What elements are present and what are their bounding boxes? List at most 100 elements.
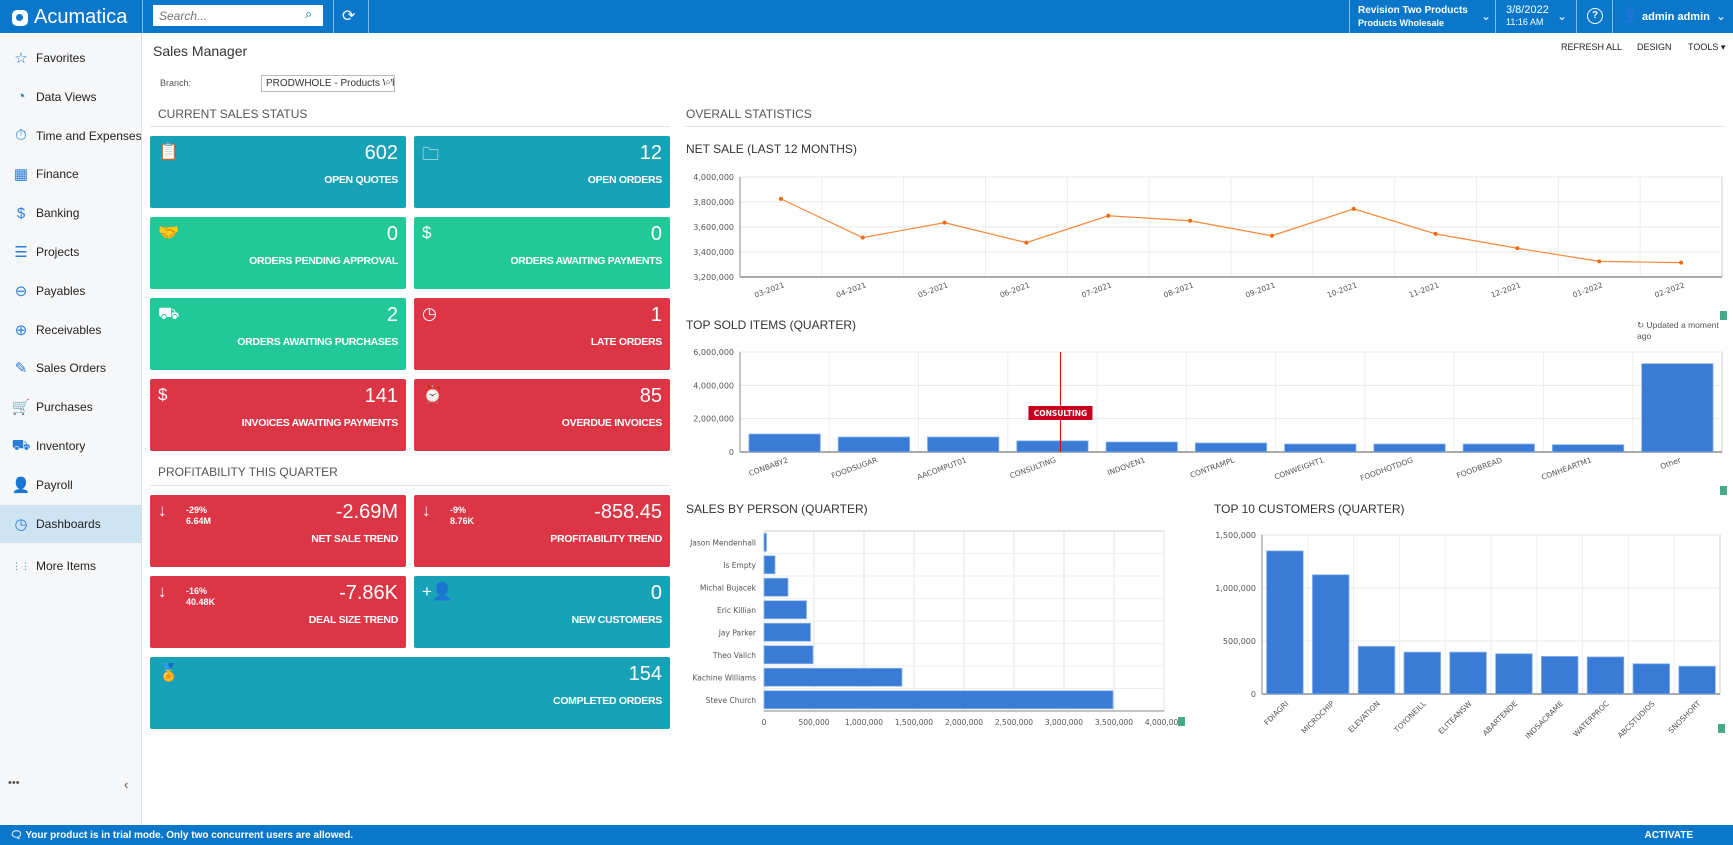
refresh-status[interactable]: ↻ Updated a moment ago	[1637, 320, 1733, 341]
tile-orders-awaiting-payments[interactable]: $0 ORDERS AWAITING PAYMENTS	[414, 217, 670, 289]
tools-menu-button[interactable]: TOOLS ▾	[1688, 42, 1726, 52]
y-tick-label: 3,600,000	[693, 223, 734, 232]
sidebar-item-inventory[interactable]: ⛟ Inventory	[0, 427, 142, 465]
tile-icon: 📋	[158, 142, 180, 161]
app-logo[interactable]: Acumatica	[12, 6, 127, 29]
tile-value: -2.69M	[335, 501, 398, 523]
arrow-down-icon: ↓	[158, 501, 167, 520]
sidebar-item-dashboards[interactable]: ◷ Dashboards	[0, 504, 142, 543]
tile-orders-awaiting-purchases[interactable]: ⛟ 2 ORDERS AWAITING PURCHASES	[150, 298, 406, 370]
chevron-down-icon[interactable]: ⌄	[1557, 9, 1568, 23]
sidebar-item-payroll[interactable]: 👤 Payroll	[0, 466, 142, 504]
sidebar-item-label: Time and Expenses	[36, 128, 142, 143]
x-tick-label: 2,500,000	[995, 718, 1033, 727]
tooltip	[1028, 406, 1093, 420]
x-tick-label: 1,000,000	[845, 718, 883, 727]
tile-icon: 🗀	[422, 145, 439, 164]
x-tick-label: 3,000,000	[1045, 718, 1083, 727]
divider	[333, 0, 334, 33]
x-tick-label: 12-2021	[1490, 280, 1523, 299]
tile-profitability-trend[interactable]: ↓ -9% 8.76K -858.45 PROFITABILITY TREND	[414, 495, 670, 567]
x-tick-label: SNOSHORT	[1667, 699, 1703, 735]
bar	[748, 433, 821, 453]
chevron-down-icon[interactable]: ⌄	[1481, 9, 1492, 23]
tile-deal-size-trend[interactable]: ↓ -16% 40.48K -7.86K DEAL SIZE TREND	[150, 576, 406, 648]
branch-selector[interactable]: PRODWHOLE - Products Wh ⌕	[261, 75, 395, 92]
tile-net-sale-trend[interactable]: ↓ -29% 6.64M -2.69M NET SALE TREND	[150, 495, 406, 567]
data-point	[1024, 240, 1029, 245]
data-point	[1106, 213, 1111, 218]
app-name: Acumatica	[34, 6, 128, 28]
sidebar-item-time-and-expenses[interactable]: ⏱ Time and Expenses	[0, 117, 142, 155]
trend-percent: -9%	[450, 505, 467, 515]
tile-overdue-invoices[interactable]: ⏰ 85 OVERDUE INVOICES	[414, 379, 670, 451]
tile-completed-orders[interactable]: 🏅 154 COMPLETED ORDERS	[150, 657, 670, 729]
sidebar-item-finance[interactable]: ▦ Finance	[0, 155, 142, 193]
help-icon[interactable]: ?	[1587, 8, 1603, 24]
tile-late-orders[interactable]: ◷ 1 LATE ORDERS	[414, 298, 670, 370]
x-tick-label: 500,000	[798, 718, 829, 727]
sidebar-item-label: Inventory	[36, 439, 86, 453]
tile-invoices-awaiting-payments[interactable]: $141 INVOICES AWAITING PAYMENTS	[150, 379, 406, 451]
chart-title: TOP SOLD ITEMS (QUARTER)	[686, 318, 857, 332]
bar	[1449, 651, 1487, 695]
data-point	[778, 196, 783, 201]
sidebar-item-label: Purchases	[36, 400, 93, 415]
search-icon[interactable]: ⌕	[385, 77, 391, 88]
user-menu[interactable]: admin admin	[1642, 11, 1710, 23]
search-input[interactable]	[153, 5, 323, 26]
y-tick-label: 3,400,000	[693, 248, 734, 257]
y-tick-label: Jay Parker	[718, 628, 757, 637]
tile-new-customers[interactable]: +👤 0 NEW CUSTOMERS	[414, 576, 670, 648]
more-options-icon[interactable]: •••	[8, 777, 20, 789]
divider	[142, 0, 143, 33]
x-tick-label: CONHEARTM1	[1540, 455, 1593, 482]
finance-icon: ▦	[13, 166, 29, 184]
bar	[763, 645, 814, 665]
sidebar-item-sales-orders[interactable]: ✎ Sales Orders	[0, 349, 142, 387]
sidebar-item-receivables[interactable]: ⊕ Receivables	[0, 311, 142, 349]
x-tick-label: 4,000,000	[1145, 718, 1183, 727]
x-tick-label: WATERPROC	[1571, 699, 1611, 739]
chevron-down-icon[interactable]: ⌄	[1716, 9, 1727, 23]
tile-open-orders[interactable]: 🗀 12 OPEN ORDERS	[414, 136, 670, 208]
chart-type-icon	[1178, 717, 1185, 726]
x-tick-label: 07-2021	[1080, 280, 1113, 299]
tile-label: OVERDUE INVOICES	[561, 417, 663, 429]
page-title: Sales Manager	[153, 43, 248, 59]
tile-icon: 🤝	[158, 223, 180, 242]
refresh-all-button[interactable]: REFRESH ALL	[1561, 42, 1623, 52]
arrow-down-icon: ↓	[158, 582, 167, 601]
y-tick-label: 3,200,000	[693, 273, 734, 282]
sidebar-item-label: Data Views	[36, 89, 97, 104]
business-time: 11:16 AM	[1506, 17, 1544, 27]
tile-open-quotes[interactable]: 📋 602 OPEN QUOTES	[150, 136, 406, 208]
bar	[1540, 655, 1579, 695]
design-button[interactable]: DESIGN	[1637, 42, 1672, 52]
sidebar-item-label: Receivables	[36, 322, 102, 337]
activate-button[interactable]: ACTIVATE	[1644, 829, 1693, 841]
search-icon[interactable]: ⌕	[305, 6, 313, 21]
sidebar-item-purchases[interactable]: 🛒 Purchases	[0, 388, 142, 426]
date-selector[interactable]: 3/8/2022 11:16 AM	[1506, 4, 1549, 28]
x-tick-label: TOYONEILL	[1392, 698, 1429, 735]
x-tick-label: 1,500,000	[895, 718, 933, 727]
recent-history-icon[interactable]: ⟳	[342, 8, 356, 25]
message-icon: 🗨	[10, 829, 23, 841]
tile-icon: ◷	[422, 304, 437, 323]
sidebar-item-banking[interactable]: $ Banking	[0, 194, 142, 232]
tile-orders-pending-approval[interactable]: 🤝 0 ORDERS PENDING APPROVAL	[150, 217, 406, 289]
x-tick-label: 05-2021	[917, 280, 950, 299]
sidebar-item-more-items[interactable]: ⋮⋮ More Items	[0, 547, 142, 585]
sidebar-item-favorites[interactable]: ☆ Favorites	[0, 39, 142, 77]
x-tick-label: ELITEANSW	[1436, 699, 1473, 736]
sidebar-item-projects[interactable]: ☰ Projects	[0, 233, 142, 271]
top-sold-items-bar-chart: 0 2,000,000 4,000,000 6,000,000 CONBABY2 FOOD…	[693, 348, 1727, 495]
sidebar-item-data-views[interactable]: ◔ Data Views	[0, 78, 142, 116]
bar	[1311, 574, 1350, 695]
company-selector[interactable]: Revision Two Products Products Wholesale	[1358, 5, 1468, 29]
collapse-sidebar-icon[interactable]: ‹	[124, 777, 129, 792]
sidebar-item-payables[interactable]: ⊖ Payables	[0, 272, 142, 310]
x-tick-label: CONSULTING	[1009, 455, 1058, 480]
x-tick-label: INDSACRAME	[1523, 699, 1565, 741]
